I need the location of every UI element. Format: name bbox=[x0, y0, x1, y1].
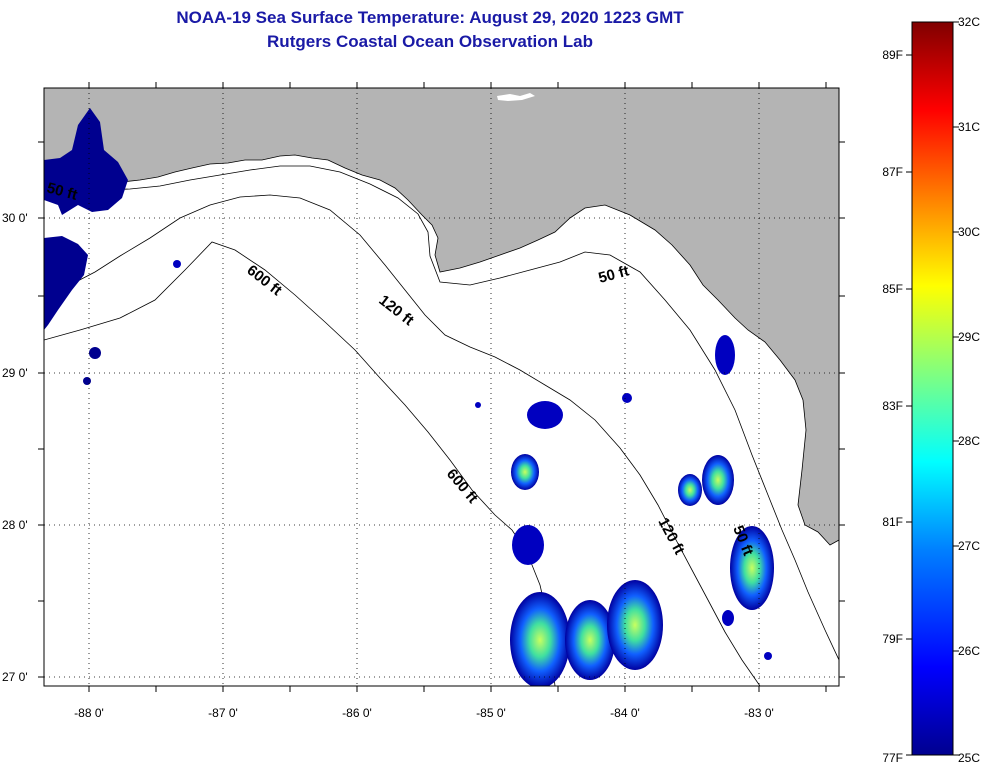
colorbar-label-c: 29C bbox=[958, 330, 980, 344]
sst-patch bbox=[730, 526, 774, 610]
colorbar bbox=[911, 21, 954, 756]
sst-patch bbox=[510, 592, 570, 686]
lon-label: -88 0' bbox=[74, 706, 104, 720]
sst-patch bbox=[527, 401, 563, 429]
colorbar-label-f: 83F bbox=[882, 399, 903, 413]
sst-speck bbox=[722, 610, 734, 626]
colorbar-label-c: 27C bbox=[958, 539, 980, 553]
sst-patch bbox=[715, 335, 735, 375]
colorbar-label-f: 81F bbox=[882, 515, 903, 529]
colorbar-label-f: 89F bbox=[882, 48, 903, 62]
colorbar-label-f: 85F bbox=[882, 282, 903, 296]
sst-patch-west-2 bbox=[44, 236, 88, 330]
colorbar-label-c: 31C bbox=[958, 120, 980, 134]
map-title: NOAA-19 Sea Surface Temperature: August … bbox=[176, 8, 684, 27]
lat-label: 30 0' bbox=[2, 211, 28, 225]
colorbar-label-f: 77F bbox=[882, 751, 903, 765]
sst-patch bbox=[511, 454, 539, 490]
lat-label: 29 0' bbox=[2, 366, 28, 380]
axis-ticks bbox=[38, 82, 845, 692]
sst-speck bbox=[89, 347, 101, 359]
colorbar-label-c: 28C bbox=[958, 434, 980, 448]
colorbar-ticks-c bbox=[953, 21, 959, 756]
map-subtitle: Rutgers Coastal Ocean Observation Lab bbox=[267, 32, 593, 51]
lon-label: -86 0' bbox=[342, 706, 372, 720]
contour-50ft bbox=[44, 165, 839, 661]
sst-patch bbox=[702, 455, 734, 505]
lat-label: 27 0' bbox=[2, 670, 28, 684]
colorbar-label-c: 32C bbox=[958, 15, 980, 29]
inland-lake bbox=[497, 93, 535, 101]
lon-label: -85 0' bbox=[476, 706, 506, 720]
colorbar-label-c: 30C bbox=[958, 225, 980, 239]
colorbar-label-c: 26C bbox=[958, 644, 980, 658]
sst-speck bbox=[83, 377, 91, 385]
sst-speck bbox=[622, 393, 632, 403]
sst-patch bbox=[565, 600, 615, 680]
colorbar-label-f: 87F bbox=[882, 165, 903, 179]
sst-patch bbox=[678, 474, 702, 506]
sst-speck bbox=[475, 402, 481, 408]
lat-label: 28 0' bbox=[2, 518, 28, 532]
sst-speck bbox=[173, 260, 181, 268]
sst-patch bbox=[607, 580, 663, 670]
colorbar-label-f: 79F bbox=[882, 632, 903, 646]
lon-label: -84 0' bbox=[610, 706, 640, 720]
colorbar-label-c: 25C bbox=[958, 751, 980, 765]
land-mass bbox=[44, 88, 839, 546]
lon-label: -83 0' bbox=[744, 706, 774, 720]
sst-patch-west bbox=[44, 108, 128, 215]
lon-label: -87 0' bbox=[208, 706, 238, 720]
map-frame bbox=[43, 87, 840, 687]
colorbar-ticks-f bbox=[906, 54, 912, 756]
sst-patch bbox=[512, 525, 544, 565]
sst-speck bbox=[764, 652, 772, 660]
